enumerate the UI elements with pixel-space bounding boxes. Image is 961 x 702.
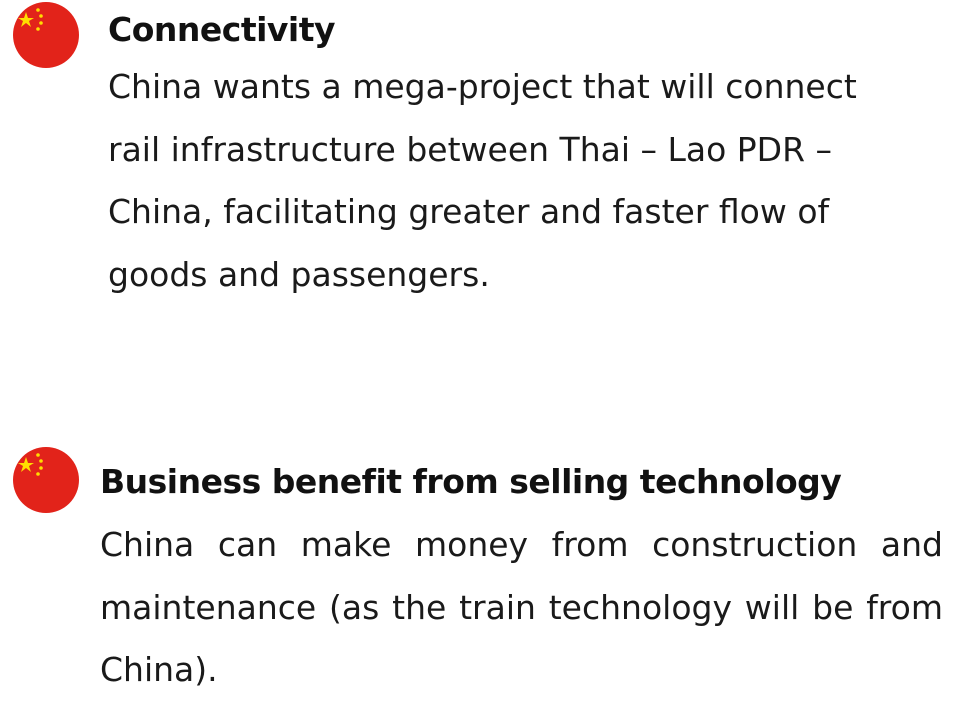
china-flag-icon (13, 2, 79, 68)
china-flag-icon (13, 447, 79, 513)
heading: Business benefit from selling technology (100, 462, 842, 501)
page: Connectivity China wants a mega-project … (13, 2, 943, 689)
body-text: China wants a mega-project that will con… (108, 67, 857, 294)
heading: Connectivity (108, 10, 336, 49)
body-text: China can make money from construction a… (100, 525, 943, 689)
